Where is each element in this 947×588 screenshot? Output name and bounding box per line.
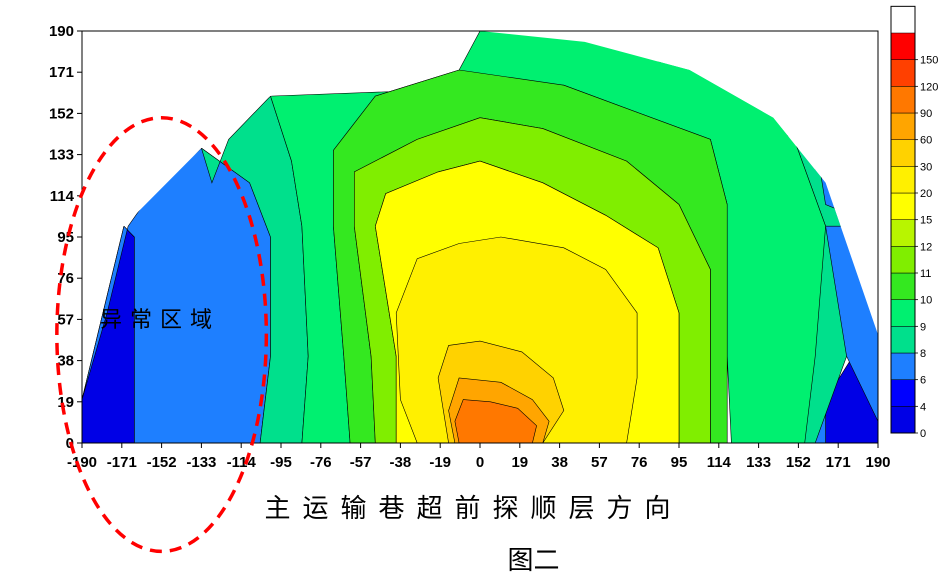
y-tick-label: 19 (57, 394, 74, 411)
colorbar-swatch (890, 219, 916, 247)
x-tick-label: 76 (631, 454, 648, 471)
anomaly-region-outline (55, 115, 269, 554)
x-tick-label: 19 (511, 454, 528, 471)
colorbar-label: 60 (920, 135, 932, 147)
colorbar-swatch (890, 86, 916, 114)
x-axis-label: 主运输巷超前探顺层方向 (264, 494, 683, 524)
colorbar-label: 90 (920, 108, 932, 120)
colorbar-label: 120 (920, 81, 938, 93)
y-tick-label: 114 (50, 188, 75, 205)
colorbar-label: 11 (920, 268, 931, 280)
colorbar-swatch (890, 352, 916, 380)
colorbar: 0 4 6 8 9 10 11 12 15 20 30 60 90 120 150 (890, 5, 938, 440)
x-tick-label: -171 (107, 454, 137, 471)
y-tick-label: 38 (57, 353, 74, 370)
figure-caption: 图二 (507, 546, 560, 576)
x-tick-label: 114 (707, 454, 732, 471)
colorbar-swatch (890, 379, 916, 407)
colorbar-label: 6 (920, 375, 926, 387)
colorbar-swatch (890, 326, 916, 354)
x-tick-label: 95 (671, 454, 688, 471)
y-tick-label: 133 (49, 147, 74, 164)
contour-bands (82, 31, 878, 443)
colorbar-swatch (890, 299, 916, 327)
colorbar-swatch (890, 166, 916, 194)
y-tick-label: 57 (57, 311, 74, 328)
x-tick-label: -114 (227, 454, 257, 471)
y-tick-label: 171 (49, 64, 74, 81)
anomaly-annotation: 异常区域 (100, 308, 220, 333)
colorbar-swatch (890, 406, 916, 434)
x-tick-label: 57 (591, 454, 608, 471)
x-tick-label: 133 (746, 454, 771, 471)
x-tick-label: 152 (786, 454, 811, 471)
colorbar-swatch (890, 112, 916, 140)
colorbar-label: 8 (920, 348, 926, 360)
x-tick-label: -19 (429, 454, 451, 471)
y-tick-label: 190 (49, 23, 74, 40)
x-tick-label: -57 (350, 454, 372, 471)
x-tick-label: -190 (67, 454, 97, 471)
x-tick-label: 171 (826, 454, 851, 471)
colorbar-label: 30 (920, 161, 932, 173)
colorbar-label: 10 (920, 295, 932, 307)
colorbar-label: 9 (920, 321, 926, 333)
x-tick-label: -133 (186, 454, 216, 471)
x-axis-ticks: -190 -171 -152 -133 -114 -95 -76 -57 -38 -19 0 19 38… (67, 443, 891, 471)
x-tick-label: -152 (147, 454, 177, 471)
colorbar-label: 15 (920, 215, 932, 227)
colorbar-label: 150 (920, 55, 938, 67)
x-tick-label: 190 (865, 454, 890, 471)
colorbar-swatch (890, 192, 916, 220)
colorbar-label: 12 (920, 241, 932, 253)
x-tick-label: -95 (270, 454, 292, 471)
x-tick-label: 38 (551, 454, 568, 471)
colorbar-swatch (890, 59, 916, 87)
colorbar-swatch (890, 32, 916, 60)
x-tick-label: -76 (310, 454, 332, 471)
colorbar-label: 4 (920, 401, 926, 413)
contour-band-11 (454, 399, 537, 443)
colorbar-swatch (890, 246, 916, 274)
colorbar-swatch (890, 139, 916, 167)
x-tick-label: 0 (476, 454, 484, 471)
x-tick-label: -38 (390, 454, 412, 471)
anomaly-ellipse (55, 115, 269, 554)
colorbar-label: 20 (920, 188, 932, 200)
y-tick-label: 152 (49, 105, 74, 122)
colorbar-label: 0 (920, 428, 926, 440)
colorbar-swatch (890, 272, 916, 300)
